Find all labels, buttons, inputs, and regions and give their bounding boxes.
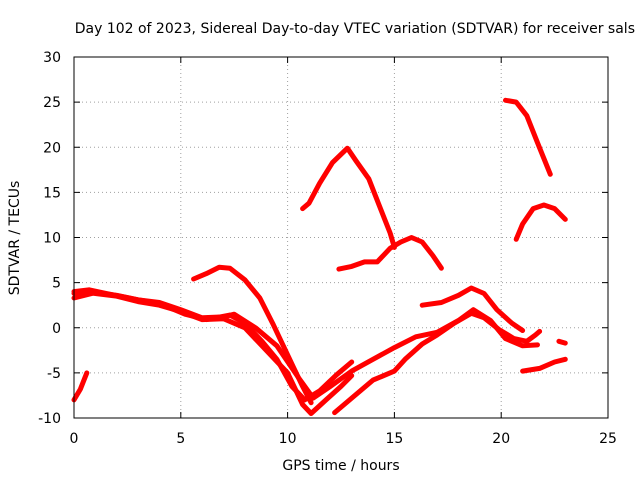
- x-tick-label: 15: [385, 431, 403, 447]
- series-arc-1: [71, 370, 90, 403]
- x-tick-label: 20: [492, 431, 510, 447]
- series-arc-8: [336, 235, 444, 272]
- y-tick-label: 5: [52, 276, 61, 292]
- y-tick-label: 0: [52, 321, 61, 337]
- series-group: [71, 97, 568, 416]
- x-tick-label: 10: [279, 431, 297, 447]
- series-arc-13: [556, 338, 568, 346]
- y-tick-label: 30: [43, 50, 61, 66]
- y-axis-title: SDTVAR / TECUs: [7, 181, 23, 296]
- series-arc-4: [71, 287, 355, 403]
- x-axis-title: GPS time / hours: [282, 458, 399, 474]
- series-arc-9: [419, 285, 526, 333]
- series-arc-3: [71, 290, 540, 401]
- axis-ticks: 0 5 10 15 20 25 -10 -5 0 5 10 15 20 25 30: [38, 50, 617, 447]
- grid: [74, 57, 608, 418]
- x-tick-label: 25: [599, 431, 617, 447]
- y-tick-label: -5: [47, 366, 61, 382]
- x-tick-label: 0: [70, 431, 79, 447]
- series-arc-7: [332, 310, 543, 416]
- series-arc-11: [513, 202, 568, 242]
- series-arc-5: [191, 264, 314, 406]
- y-tick-label: -10: [38, 411, 61, 427]
- y-tick-label: 20: [43, 140, 61, 156]
- chart-title: Day 102 of 2023, Sidereal Day-to-day VTE…: [75, 21, 635, 37]
- x-tick-label: 5: [176, 431, 185, 447]
- y-tick-label: 15: [43, 185, 61, 201]
- series-arc-6: [300, 145, 397, 250]
- series-arc-10: [503, 97, 553, 177]
- y-tick-label: 25: [43, 95, 61, 111]
- y-tick-label: 10: [43, 231, 61, 247]
- series-arc-12: [520, 356, 568, 374]
